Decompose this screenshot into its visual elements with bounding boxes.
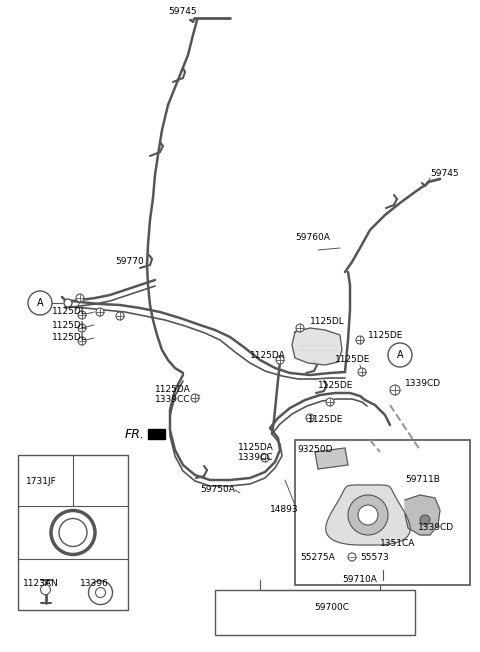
Text: 1731JF: 1731JF (26, 477, 57, 486)
Circle shape (88, 580, 112, 604)
Text: 59745: 59745 (430, 168, 458, 177)
Circle shape (358, 368, 366, 376)
Circle shape (261, 454, 269, 462)
Text: 55573: 55573 (360, 554, 389, 563)
Circle shape (96, 587, 106, 598)
Circle shape (348, 553, 356, 561)
Text: 1125DE: 1125DE (368, 331, 403, 340)
Text: A: A (396, 350, 403, 360)
Text: 1339CD: 1339CD (405, 379, 441, 387)
Circle shape (191, 394, 199, 402)
Text: A: A (36, 298, 43, 308)
Text: 55275A: 55275A (300, 554, 335, 563)
Text: 1125DE: 1125DE (318, 381, 353, 389)
Circle shape (276, 356, 284, 364)
Circle shape (420, 515, 430, 525)
Text: 1125DE: 1125DE (335, 355, 371, 364)
Circle shape (326, 398, 334, 406)
Text: 13396: 13396 (80, 579, 109, 588)
Circle shape (76, 294, 84, 302)
Circle shape (356, 336, 364, 344)
Polygon shape (405, 495, 440, 535)
Circle shape (59, 518, 87, 546)
FancyBboxPatch shape (295, 440, 470, 585)
Text: FR.: FR. (125, 428, 145, 441)
Text: 1339CC: 1339CC (155, 396, 191, 404)
Text: 59750A: 59750A (200, 486, 235, 494)
Circle shape (96, 308, 104, 316)
Text: 59710A: 59710A (343, 576, 377, 584)
FancyBboxPatch shape (18, 455, 128, 610)
Text: 1125DA: 1125DA (155, 385, 191, 394)
Text: 1125DL: 1125DL (52, 308, 87, 316)
Circle shape (390, 385, 400, 395)
Text: 59760A: 59760A (295, 233, 330, 243)
Text: 59770: 59770 (115, 256, 144, 265)
Circle shape (306, 414, 314, 422)
Circle shape (388, 343, 412, 367)
Text: 1351CA: 1351CA (380, 539, 415, 548)
Circle shape (51, 511, 95, 554)
Text: 1339CC: 1339CC (238, 454, 274, 462)
Polygon shape (315, 448, 348, 469)
Circle shape (348, 495, 388, 535)
Text: 1123AN: 1123AN (23, 579, 59, 588)
Text: 59745: 59745 (168, 8, 197, 16)
Circle shape (78, 337, 86, 345)
Text: 93250D: 93250D (297, 445, 333, 454)
Polygon shape (292, 328, 342, 365)
Text: 1339CD: 1339CD (418, 524, 454, 533)
Text: 1125DL: 1125DL (310, 318, 345, 327)
Text: 1125DL: 1125DL (52, 334, 87, 342)
Polygon shape (326, 485, 410, 545)
Circle shape (78, 324, 86, 332)
Text: 1125DA: 1125DA (250, 351, 286, 359)
Polygon shape (148, 429, 165, 439)
Text: 1125DL: 1125DL (52, 321, 87, 329)
Text: 14893: 14893 (270, 505, 299, 514)
Text: 1125DA: 1125DA (238, 443, 274, 452)
Text: 59711B: 59711B (405, 475, 440, 484)
Circle shape (40, 585, 50, 595)
Circle shape (64, 299, 72, 307)
FancyBboxPatch shape (215, 590, 415, 635)
Text: 59700C: 59700C (314, 604, 349, 612)
Circle shape (296, 324, 304, 332)
Text: 1125DE: 1125DE (308, 415, 343, 424)
Circle shape (28, 291, 52, 315)
Circle shape (78, 311, 86, 319)
Circle shape (358, 505, 378, 525)
Circle shape (116, 312, 124, 320)
